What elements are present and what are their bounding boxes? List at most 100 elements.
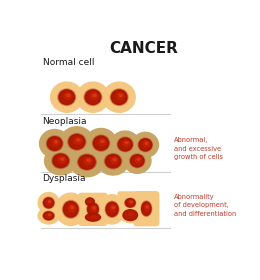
Text: Abnormal,
and excessive
growth of cells: Abnormal, and excessive growth of cells [174, 137, 223, 160]
Ellipse shape [131, 155, 144, 167]
Ellipse shape [56, 193, 86, 225]
Ellipse shape [61, 158, 64, 160]
Ellipse shape [93, 207, 95, 209]
Ellipse shape [106, 155, 121, 168]
Ellipse shape [106, 202, 118, 216]
Ellipse shape [51, 82, 83, 112]
Ellipse shape [87, 202, 99, 216]
Ellipse shape [91, 216, 96, 218]
Ellipse shape [46, 136, 63, 151]
Ellipse shape [67, 94, 70, 97]
Ellipse shape [145, 204, 149, 211]
Text: CANCER: CANCER [109, 41, 178, 56]
Ellipse shape [125, 142, 128, 144]
Ellipse shape [138, 138, 153, 152]
Ellipse shape [93, 136, 109, 150]
Ellipse shape [87, 159, 90, 162]
Ellipse shape [45, 147, 77, 175]
Ellipse shape [139, 139, 152, 151]
Ellipse shape [120, 207, 140, 223]
Ellipse shape [141, 201, 152, 216]
Ellipse shape [77, 139, 80, 141]
Ellipse shape [47, 213, 52, 217]
Ellipse shape [49, 214, 51, 216]
Ellipse shape [128, 200, 133, 204]
Ellipse shape [113, 158, 116, 161]
Ellipse shape [105, 201, 119, 217]
Ellipse shape [123, 140, 130, 147]
Ellipse shape [110, 205, 116, 212]
FancyBboxPatch shape [78, 193, 108, 226]
Ellipse shape [137, 158, 140, 160]
Ellipse shape [44, 198, 54, 208]
Ellipse shape [52, 139, 59, 146]
Ellipse shape [125, 199, 135, 207]
Ellipse shape [93, 94, 96, 97]
Ellipse shape [55, 141, 58, 143]
Ellipse shape [85, 129, 117, 158]
Ellipse shape [58, 89, 76, 106]
Ellipse shape [85, 90, 101, 104]
Ellipse shape [38, 207, 59, 224]
Ellipse shape [130, 201, 132, 202]
Ellipse shape [49, 201, 51, 202]
Ellipse shape [92, 135, 110, 151]
Ellipse shape [111, 131, 140, 158]
Ellipse shape [38, 192, 59, 213]
Ellipse shape [88, 203, 98, 215]
Ellipse shape [116, 92, 124, 100]
Ellipse shape [77, 82, 109, 112]
Ellipse shape [110, 157, 118, 164]
Ellipse shape [86, 198, 94, 206]
Ellipse shape [40, 130, 70, 158]
Ellipse shape [71, 206, 74, 209]
Ellipse shape [63, 202, 78, 217]
Ellipse shape [69, 135, 85, 149]
Ellipse shape [110, 89, 128, 106]
Ellipse shape [125, 198, 136, 207]
Ellipse shape [119, 94, 122, 97]
Ellipse shape [101, 140, 104, 143]
Ellipse shape [98, 139, 106, 146]
Ellipse shape [84, 89, 102, 106]
Ellipse shape [98, 148, 129, 175]
Ellipse shape [85, 213, 101, 221]
Ellipse shape [79, 155, 95, 169]
Ellipse shape [62, 200, 79, 218]
Ellipse shape [84, 158, 92, 165]
Ellipse shape [118, 138, 132, 151]
Ellipse shape [135, 157, 141, 163]
Text: Dysplasia: Dysplasia [43, 174, 86, 183]
Ellipse shape [146, 206, 148, 208]
Ellipse shape [43, 197, 54, 209]
Ellipse shape [84, 196, 96, 207]
Text: Abnormality
of development,
and differentiation: Abnormality of development, and differen… [174, 193, 236, 216]
Ellipse shape [44, 212, 54, 220]
Ellipse shape [112, 206, 115, 209]
Ellipse shape [70, 148, 104, 177]
Ellipse shape [52, 153, 70, 169]
Ellipse shape [145, 142, 148, 144]
Ellipse shape [111, 90, 127, 104]
Ellipse shape [100, 195, 125, 224]
FancyBboxPatch shape [133, 191, 159, 226]
Ellipse shape [91, 206, 96, 211]
Ellipse shape [58, 157, 66, 163]
FancyBboxPatch shape [117, 191, 143, 214]
Ellipse shape [47, 200, 52, 205]
Ellipse shape [123, 210, 138, 221]
Ellipse shape [117, 137, 133, 152]
Ellipse shape [47, 137, 62, 150]
Ellipse shape [77, 154, 96, 170]
Ellipse shape [68, 204, 75, 212]
Ellipse shape [68, 134, 86, 150]
Ellipse shape [130, 154, 145, 168]
Ellipse shape [103, 82, 135, 112]
Ellipse shape [64, 92, 72, 100]
Ellipse shape [89, 200, 92, 202]
Ellipse shape [105, 154, 122, 169]
Ellipse shape [53, 154, 68, 167]
Ellipse shape [82, 212, 103, 223]
Text: Neoplasia: Neoplasia [43, 117, 87, 126]
Ellipse shape [59, 90, 75, 104]
